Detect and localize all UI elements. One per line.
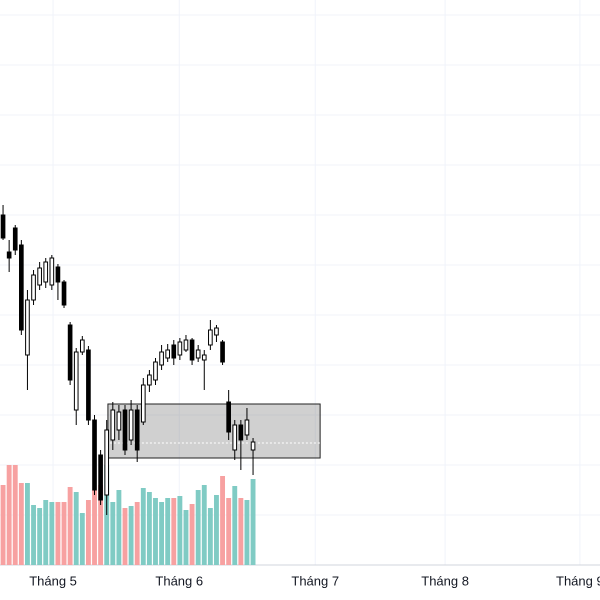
x-tick-label: Tháng 9 — [556, 573, 600, 588]
volume-bar — [207, 508, 213, 565]
candle-body — [208, 329, 213, 346]
candle-body — [49, 257, 55, 286]
volume-bar — [67, 487, 73, 565]
x-tick-label: Tháng 5 — [29, 573, 77, 588]
candle-body — [244, 419, 250, 436]
candle-body — [177, 341, 183, 356]
volume-bar — [6, 465, 12, 565]
candle-body — [147, 374, 152, 386]
volume-bar — [61, 502, 67, 565]
candle-body — [79, 339, 85, 353]
volume-bar — [201, 485, 207, 565]
candle-body — [201, 354, 207, 361]
candle-body — [238, 424, 244, 441]
volume-bar — [12, 465, 18, 565]
candle-body — [134, 409, 140, 451]
volume-bar — [79, 513, 85, 565]
candle-body — [195, 349, 201, 359]
volume-bar — [49, 502, 55, 565]
candle-body — [6, 251, 12, 259]
volume-bar — [55, 502, 61, 565]
volume-bar — [134, 502, 140, 565]
candle-body — [43, 261, 49, 283]
candle-body — [220, 341, 225, 363]
candle-body — [226, 401, 231, 433]
candle-body — [159, 351, 164, 366]
candle-body — [25, 299, 30, 356]
candle-body — [214, 327, 219, 336]
volume-bar — [140, 488, 146, 565]
volume-bar — [177, 496, 183, 565]
volume-bar — [116, 490, 122, 565]
candle-body — [12, 227, 18, 251]
candle-body — [116, 411, 122, 431]
candle-body — [122, 409, 128, 451]
candle-body — [55, 266, 61, 283]
candle-body — [92, 419, 97, 491]
candle-body — [171, 344, 177, 359]
candle-body — [183, 339, 189, 351]
volume-bar — [85, 500, 91, 565]
candle-body — [128, 409, 134, 441]
volume-bar — [25, 483, 30, 565]
candle-body — [73, 351, 79, 411]
candle-body — [250, 441, 256, 451]
volume-bar — [159, 502, 165, 565]
volume-bar — [43, 500, 49, 565]
volume-bar — [165, 498, 171, 565]
volume-bar — [92, 490, 97, 565]
candle-body — [37, 267, 42, 286]
volume-bar — [214, 495, 219, 565]
volume-bar — [189, 504, 195, 565]
candle-body — [153, 361, 158, 381]
volume-bar — [0, 485, 6, 565]
candle-body — [31, 274, 36, 301]
volume-bar — [220, 476, 225, 565]
volume-bar — [110, 502, 116, 565]
candle-body — [232, 424, 238, 451]
candle-body — [0, 214, 6, 239]
volume-bar — [128, 506, 134, 565]
volume-bar — [250, 479, 256, 565]
volume-bar — [73, 492, 79, 565]
volume-bar — [37, 508, 43, 565]
volume-bar — [146, 492, 152, 565]
candle-body — [189, 339, 195, 361]
x-tick-label: Tháng 6 — [155, 573, 203, 588]
volume-bar — [31, 505, 36, 565]
candle-body — [86, 349, 91, 421]
volume-bar — [18, 483, 24, 565]
candle-body — [165, 349, 171, 359]
candle-body — [110, 409, 116, 441]
candle-body — [19, 244, 24, 331]
x-tick-label: Tháng 8 — [421, 573, 469, 588]
candle-body — [98, 454, 103, 501]
volume-bar — [232, 486, 238, 565]
volume-bar — [183, 510, 189, 565]
candle-body — [61, 281, 67, 306]
volume-bar — [153, 498, 158, 565]
volume-bar — [226, 498, 232, 565]
x-tick-label: Tháng 7 — [291, 573, 339, 588]
candle-body — [67, 324, 73, 381]
candle-body — [140, 384, 146, 423]
volume-bar — [98, 485, 104, 565]
volume-bar — [238, 498, 244, 565]
volume-bar — [244, 500, 250, 565]
candle-body — [104, 429, 110, 496]
volume-bar — [122, 508, 128, 565]
volume-bar — [195, 490, 201, 565]
volume-bar — [171, 498, 177, 565]
range-box — [107, 403, 321, 459]
